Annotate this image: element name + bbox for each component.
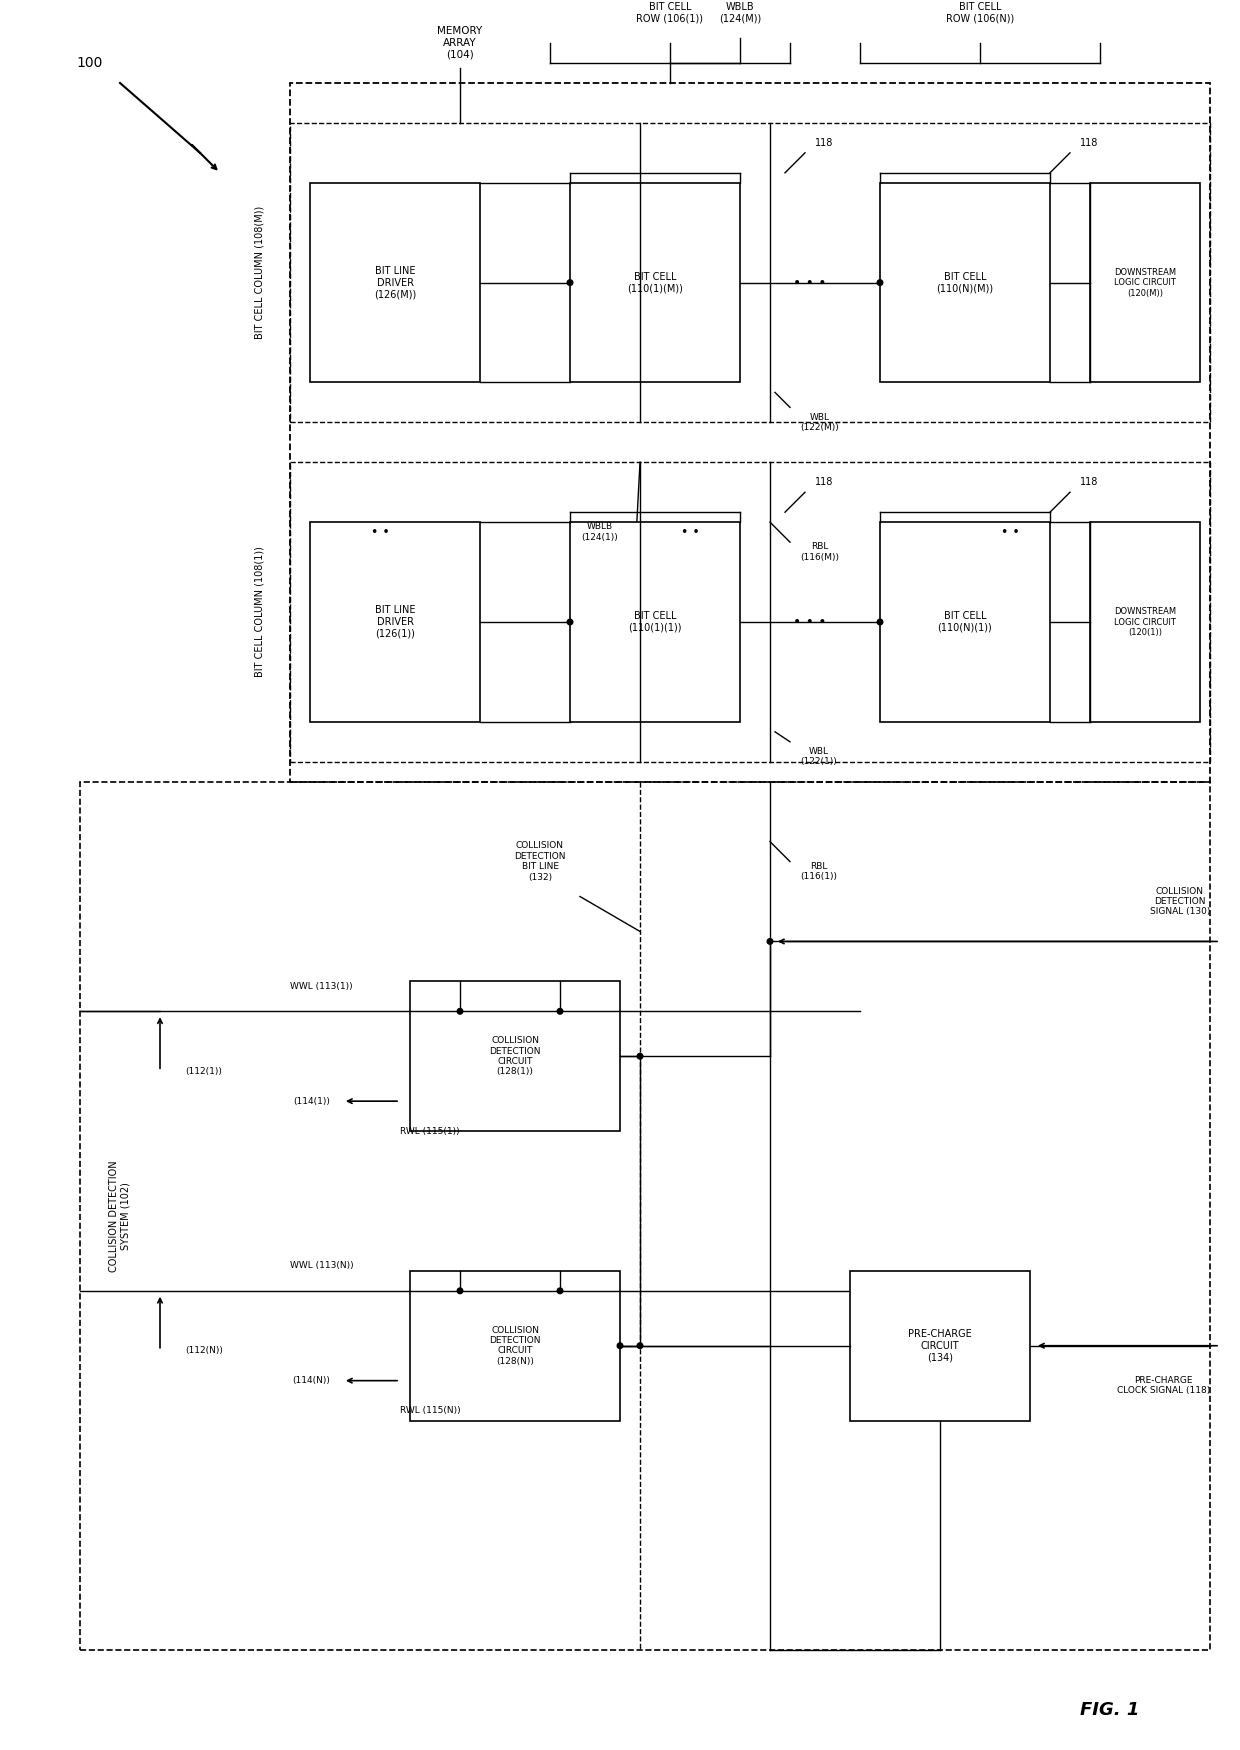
Text: WBL
(122(1)): WBL (122(1)) xyxy=(800,747,837,766)
Text: RWL (115(N)): RWL (115(N)) xyxy=(401,1405,460,1416)
Bar xyxy=(410,982,620,1130)
Bar xyxy=(1090,522,1200,721)
Bar xyxy=(849,1270,1030,1421)
Bar xyxy=(410,1270,620,1421)
Text: BIT CELL
ROW (106(1)): BIT CELL ROW (106(1)) xyxy=(636,2,703,25)
Text: (112(N)): (112(N)) xyxy=(185,1346,223,1354)
Text: COLLISION
DETECTION
CIRCUIT
(128(N)): COLLISION DETECTION CIRCUIT (128(N)) xyxy=(490,1325,541,1365)
Bar xyxy=(290,462,1210,761)
Bar xyxy=(290,123,1210,422)
Text: RBL
(116(M)): RBL (116(M)) xyxy=(800,542,839,562)
Text: COLLISION
DETECTION
SIGNAL (130): COLLISION DETECTION SIGNAL (130) xyxy=(1149,887,1210,917)
Bar xyxy=(570,182,740,383)
Text: (112(1)): (112(1)) xyxy=(185,1068,222,1076)
Circle shape xyxy=(877,620,883,625)
Text: WBLB
(124(1)): WBLB (124(1)) xyxy=(582,523,619,542)
Text: RBL
(116(1)): RBL (116(1)) xyxy=(800,861,837,882)
Bar xyxy=(570,522,740,721)
Text: DOWNSTREAM
LOGIC CIRCUIT
(120(1)): DOWNSTREAM LOGIC CIRCUIT (120(1)) xyxy=(1114,607,1176,637)
Bar xyxy=(310,182,480,383)
Bar xyxy=(310,522,480,721)
Text: WWL (113(N)): WWL (113(N)) xyxy=(290,1262,353,1270)
Circle shape xyxy=(458,1008,463,1013)
Text: • • •: • • • xyxy=(794,614,827,628)
Text: PRE-CHARGE
CIRCUIT
(134): PRE-CHARGE CIRCUIT (134) xyxy=(908,1328,972,1362)
Circle shape xyxy=(567,620,573,625)
Text: BIT CELL COLUMN (108(1)): BIT CELL COLUMN (108(1)) xyxy=(255,546,265,677)
Circle shape xyxy=(618,1342,622,1349)
Text: WBL
(122(M)): WBL (122(M)) xyxy=(800,413,838,432)
Circle shape xyxy=(637,1054,642,1059)
Bar xyxy=(880,182,1050,383)
Text: BIT CELL
(110(1)(1)): BIT CELL (110(1)(1)) xyxy=(629,611,682,634)
Text: • •: • • xyxy=(681,525,699,539)
Text: BIT LINE
DRIVER
(126(1)): BIT LINE DRIVER (126(1)) xyxy=(374,606,415,639)
Bar xyxy=(290,82,1210,782)
Bar xyxy=(880,522,1050,721)
Text: COLLISION DETECTION
SYSTEM (102): COLLISION DETECTION SYSTEM (102) xyxy=(109,1160,130,1272)
Text: 118: 118 xyxy=(815,478,833,487)
Text: (114(1)): (114(1)) xyxy=(293,1097,330,1106)
Circle shape xyxy=(877,280,883,285)
Text: • •: • • xyxy=(1001,525,1019,539)
Circle shape xyxy=(557,1288,563,1293)
Bar xyxy=(81,782,1210,1650)
Circle shape xyxy=(557,1008,563,1013)
Text: FIG. 1: FIG. 1 xyxy=(1080,1701,1140,1718)
Text: RWL (115(1)): RWL (115(1)) xyxy=(401,1127,460,1136)
Text: BIT CELL
(110(N)(M)): BIT CELL (110(N)(M)) xyxy=(936,271,993,294)
Bar xyxy=(1090,182,1200,383)
Text: BIT CELL
ROW (106(N)): BIT CELL ROW (106(N)) xyxy=(946,2,1014,25)
Text: BIT CELL
(110(1)(M)): BIT CELL (110(1)(M)) xyxy=(627,271,683,294)
Text: BIT CELL COLUMN (108(M)): BIT CELL COLUMN (108(M)) xyxy=(255,206,265,340)
Circle shape xyxy=(458,1288,463,1293)
Text: COLLISION
DETECTION
BIT LINE
(132): COLLISION DETECTION BIT LINE (132) xyxy=(515,842,565,882)
Text: BIT LINE
DRIVER
(126(M)): BIT LINE DRIVER (126(M)) xyxy=(374,266,417,299)
Text: 100: 100 xyxy=(77,56,103,70)
Text: PRE-CHARGE
CLOCK SIGNAL (118): PRE-CHARGE CLOCK SIGNAL (118) xyxy=(1117,1376,1210,1395)
Text: DOWNSTREAM
LOGIC CIRCUIT
(120(M)): DOWNSTREAM LOGIC CIRCUIT (120(M)) xyxy=(1114,268,1176,298)
Text: 118: 118 xyxy=(1080,138,1099,147)
Circle shape xyxy=(768,938,773,945)
Text: 118: 118 xyxy=(1080,478,1099,487)
Text: (114(N)): (114(N)) xyxy=(293,1376,330,1386)
Text: MEMORY
ARRAY
(104): MEMORY ARRAY (104) xyxy=(438,26,482,60)
Text: BIT CELL
(110(N)(1)): BIT CELL (110(N)(1)) xyxy=(937,611,992,634)
Circle shape xyxy=(637,1342,642,1349)
Text: • • •: • • • xyxy=(794,275,827,289)
Text: • •: • • xyxy=(371,525,389,539)
Text: COLLISION
DETECTION
CIRCUIT
(128(1)): COLLISION DETECTION CIRCUIT (128(1)) xyxy=(490,1036,541,1076)
Text: WWL (113(1)): WWL (113(1)) xyxy=(290,982,352,990)
Text: 118: 118 xyxy=(815,138,833,147)
Text: WBLB
(124(M)): WBLB (124(M)) xyxy=(719,2,761,25)
Circle shape xyxy=(567,280,573,285)
